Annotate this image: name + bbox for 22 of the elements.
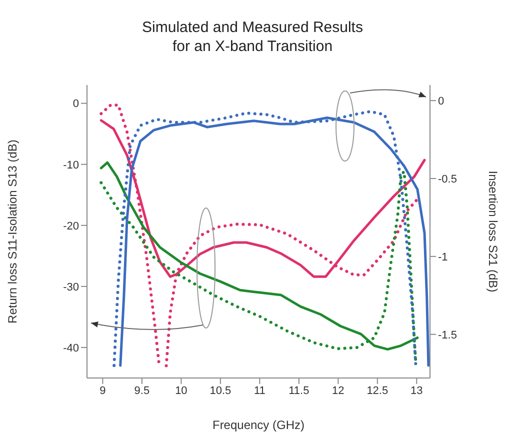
y-tick-label: 0 <box>72 98 79 110</box>
x-tick-label: 9.5 <box>134 384 150 397</box>
x-tick-label: 12 <box>332 384 344 397</box>
x-tick-label: 10.5 <box>210 384 232 397</box>
y-tick-label: -20 <box>63 220 79 232</box>
y2-tick-label: 0 <box>438 95 444 108</box>
y2-tick-label: -0.5 <box>438 173 457 186</box>
y2-tick-label: -1.5 <box>438 329 457 342</box>
y-tick-label: -30 <box>63 281 79 294</box>
y2-tick-label: -1 <box>438 251 448 264</box>
y2-axis-title: Insertion loss S21 (dB) <box>486 170 500 292</box>
y-axis-title: Return loss S11-Isolation S13 (dB) <box>5 140 20 324</box>
x-tick-label: 13 <box>410 384 423 397</box>
x-tick-label: 12.5 <box>366 384 388 397</box>
x-tick-label: 11.5 <box>288 384 310 397</box>
chart-title: Simulated and Measured Results for an X-band Transition <box>141 18 364 56</box>
x-axis-title: Frequency (GHz) <box>212 418 305 432</box>
x-tick-label: 9 <box>100 384 106 397</box>
x-tick-label: 11 <box>254 384 266 397</box>
y-tick-label: -10 <box>63 159 79 172</box>
y-tick-label: -40 <box>63 342 79 354</box>
x-tick-label: 10 <box>175 384 188 397</box>
